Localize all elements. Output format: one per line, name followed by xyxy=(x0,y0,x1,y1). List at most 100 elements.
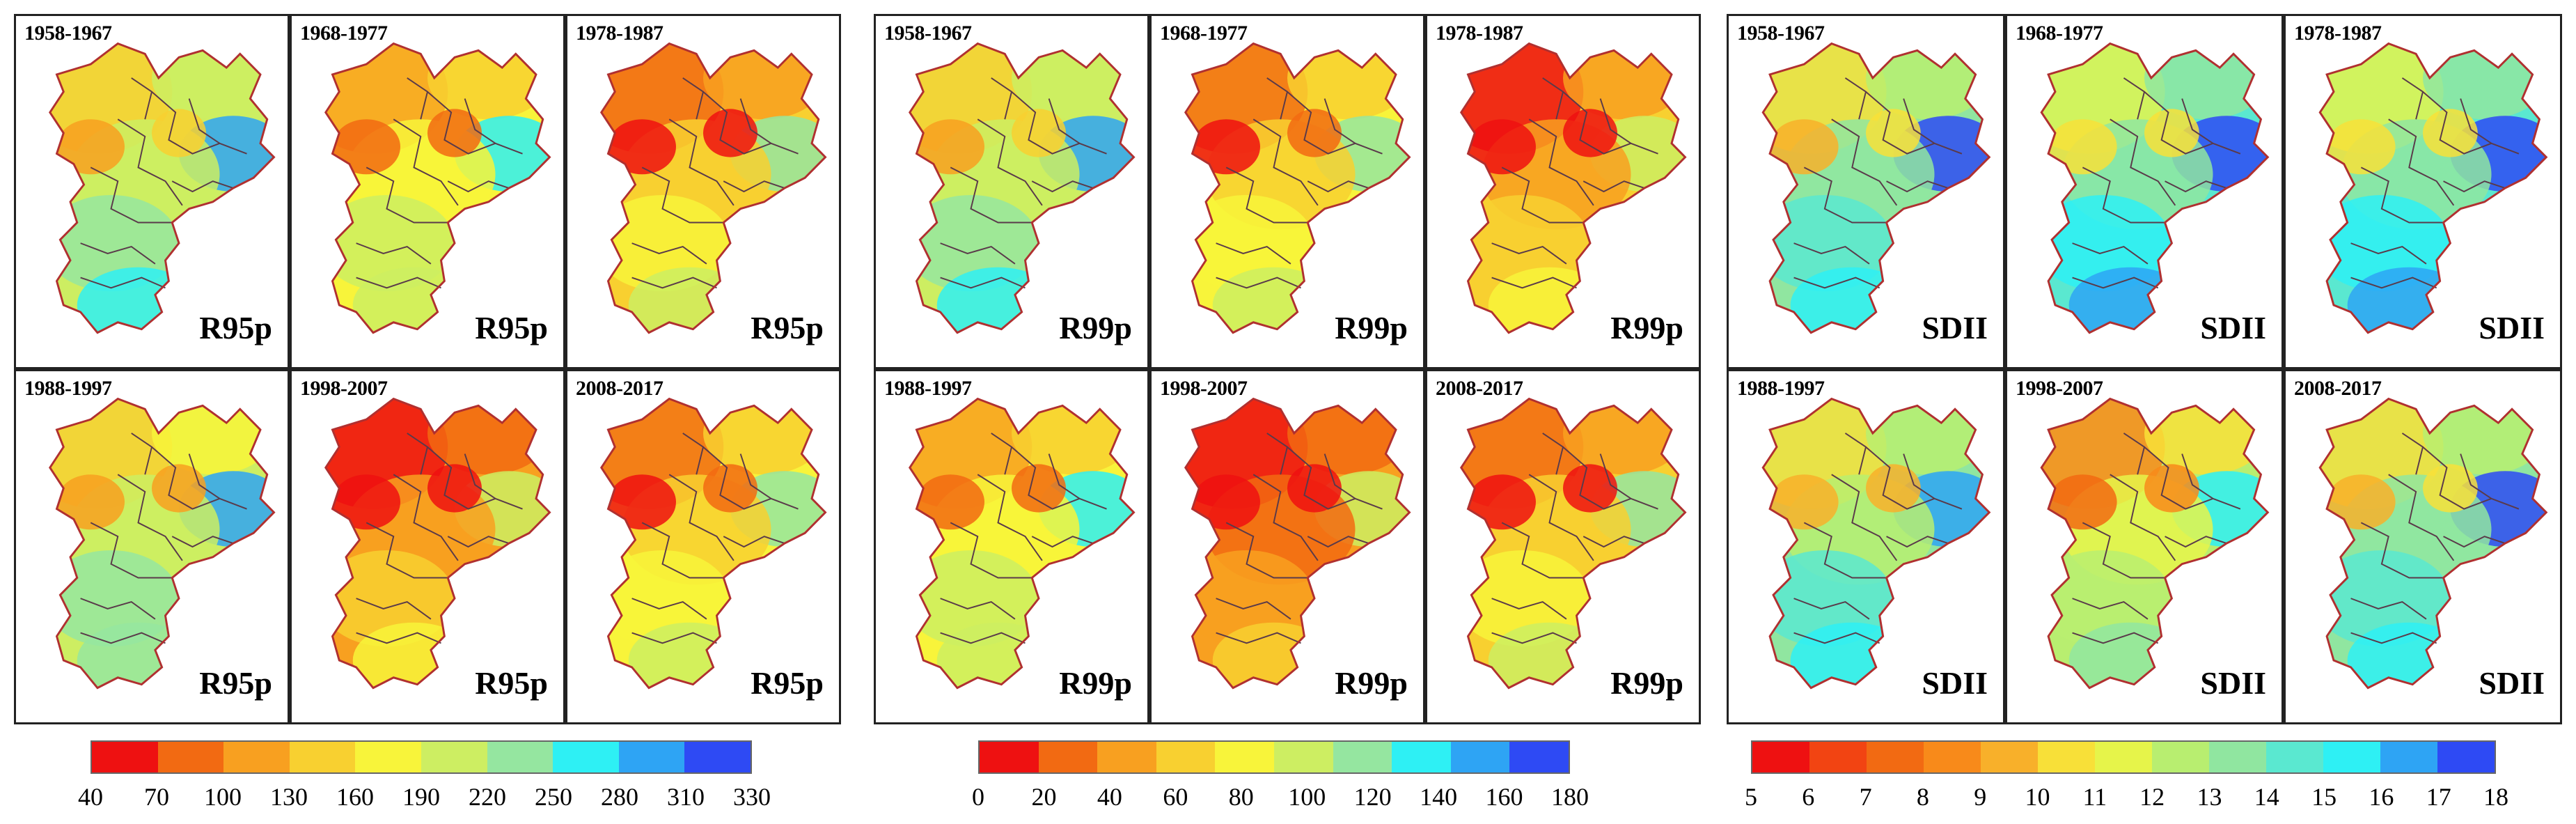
colorbar-tick-label: 7 xyxy=(1859,783,1872,811)
region-map xyxy=(1459,397,1687,690)
index-label: SDII xyxy=(2479,665,2545,701)
colorbar-tick-label: 100 xyxy=(1288,783,1326,811)
colorbar-tick-label: 130 xyxy=(270,783,308,811)
colorbar-tick-label: 6 xyxy=(1802,783,1815,811)
colorbar-tick-label: 70 xyxy=(144,783,169,811)
map-panel: 1958-1967 R95p xyxy=(14,14,290,369)
colorbar-swatch xyxy=(1867,742,1924,772)
period-label: 1988-1997 xyxy=(884,377,972,400)
colorbar-swatch xyxy=(553,742,619,772)
index-label: SDII xyxy=(2200,310,2266,345)
map-panel: 1968-1977 R99p xyxy=(1149,14,1425,369)
index-label: R99p xyxy=(1335,310,1408,345)
period-label: 1958-1967 xyxy=(1737,22,1825,45)
index-label: R95p xyxy=(475,665,548,701)
index-label: R99p xyxy=(1335,665,1408,701)
colorbar-swatch xyxy=(1273,742,1333,772)
colorbar-swatch xyxy=(2323,742,2380,772)
colorbar-swatch xyxy=(1981,742,2038,772)
index-label: R95p xyxy=(199,310,272,345)
period-label: 1988-1997 xyxy=(1737,377,1825,400)
colorbar-swatch xyxy=(1509,742,1569,772)
map-panel: 1978-1987 R95p xyxy=(565,14,841,369)
region-map xyxy=(48,397,276,690)
colorbar-swatch xyxy=(684,742,751,772)
period-label: 2008-2017 xyxy=(1436,377,1523,400)
colorbar-swatch xyxy=(421,742,487,772)
map-panel: 1988-1997 R95p xyxy=(14,369,290,724)
map-panel: 2008-2017 R99p xyxy=(1425,369,1701,724)
map-panel: 1958-1967 R99p xyxy=(874,14,1149,369)
region-map xyxy=(324,397,551,690)
map-panel: 1998-2007 SDII xyxy=(2005,369,2284,724)
colorbar-tick-label: 18 xyxy=(2483,783,2508,811)
colorbar-swatch xyxy=(1924,742,1981,772)
colorbar-tick-label: 15 xyxy=(2311,783,2337,811)
colorbar-swatch xyxy=(289,742,356,772)
map-panel: 1968-1977 SDII xyxy=(2005,14,2284,369)
region-map xyxy=(1184,42,1411,334)
colorbar-tick-label: 20 xyxy=(1031,783,1057,811)
colorbar-swatch xyxy=(1156,742,1216,772)
colorbar-swatch xyxy=(2209,742,2266,772)
colorbar-swatch xyxy=(618,742,685,772)
colorbar-swatch xyxy=(223,742,290,772)
period-label: 1958-1967 xyxy=(24,22,112,45)
index-label: R95p xyxy=(751,665,824,701)
colorbar-swatch xyxy=(1038,742,1098,772)
index-label: R99p xyxy=(1059,310,1132,345)
colorbar-swatch xyxy=(92,742,158,772)
period-label: 1988-1997 xyxy=(24,377,112,400)
colorbar-tick-label: 250 xyxy=(535,783,572,811)
colorbar-swatch xyxy=(2038,742,2095,772)
region-map xyxy=(599,42,827,334)
period-label: 1958-1967 xyxy=(884,22,972,45)
colorbar-swatch xyxy=(157,742,224,772)
region-map xyxy=(1184,397,1411,690)
map-panel: 1998-2007 R95p xyxy=(290,369,565,724)
colorbar-tick-label: 9 xyxy=(1974,783,1987,811)
map-panel: 1978-1987 R99p xyxy=(1425,14,1701,369)
index-label: R99p xyxy=(1610,665,1683,701)
colorbar-tick-label: 180 xyxy=(1551,783,1589,811)
map-panel: 1968-1977 R95p xyxy=(290,14,565,369)
map-panel: 1988-1997 SDII xyxy=(1727,369,2005,724)
colorbar-swatches xyxy=(978,740,1570,774)
colorbar-swatch xyxy=(2437,742,2495,772)
colorbar-tick-label: 11 xyxy=(2082,783,2107,811)
period-label: 1978-1987 xyxy=(576,22,663,45)
period-label: 1998-2007 xyxy=(1160,377,1248,400)
colorbar-tick-label: 190 xyxy=(402,783,440,811)
colorbar-tick-label: 40 xyxy=(78,783,103,811)
index-label: R99p xyxy=(1059,665,1132,701)
period-label: 2008-2017 xyxy=(576,377,663,400)
index-label: SDII xyxy=(1922,310,1988,345)
period-label: 1968-1977 xyxy=(300,22,388,45)
colorbar-tick-label: 280 xyxy=(601,783,638,811)
colorbar-swatch xyxy=(355,742,421,772)
map-panel: 2008-2017 R95p xyxy=(565,369,841,724)
period-label: 1998-2007 xyxy=(300,377,388,400)
colorbar-tick-label: 16 xyxy=(2369,783,2394,811)
colorbar-tick-label: 220 xyxy=(469,783,506,811)
map-panel: 1978-1987 SDII xyxy=(2284,14,2562,369)
colorbar-swatches xyxy=(1751,740,2496,774)
period-label: 1968-1977 xyxy=(1160,22,1248,45)
colorbar-tick-label: 160 xyxy=(336,783,374,811)
colorbar-tick-label: 10 xyxy=(2025,783,2050,811)
map-panel: 1988-1997 R99p xyxy=(874,369,1149,724)
region-map xyxy=(2040,42,2270,334)
map-panel: 1958-1967 SDII xyxy=(1727,14,2005,369)
colorbar-swatch xyxy=(2095,742,2152,772)
region-map xyxy=(48,42,276,334)
map-panel: 2008-2017 SDII xyxy=(2284,369,2562,724)
period-label: 1998-2007 xyxy=(2016,377,2103,400)
region-map xyxy=(1761,397,1991,690)
period-label: 1978-1987 xyxy=(1436,22,1523,45)
map-panel: 1998-2007 R99p xyxy=(1149,369,1425,724)
colorbar-tick-label: 12 xyxy=(2139,783,2165,811)
region-map xyxy=(324,42,551,334)
region-map xyxy=(908,397,1136,690)
colorbar-swatch xyxy=(1392,742,1451,772)
colorbar-swatch xyxy=(1809,742,1867,772)
